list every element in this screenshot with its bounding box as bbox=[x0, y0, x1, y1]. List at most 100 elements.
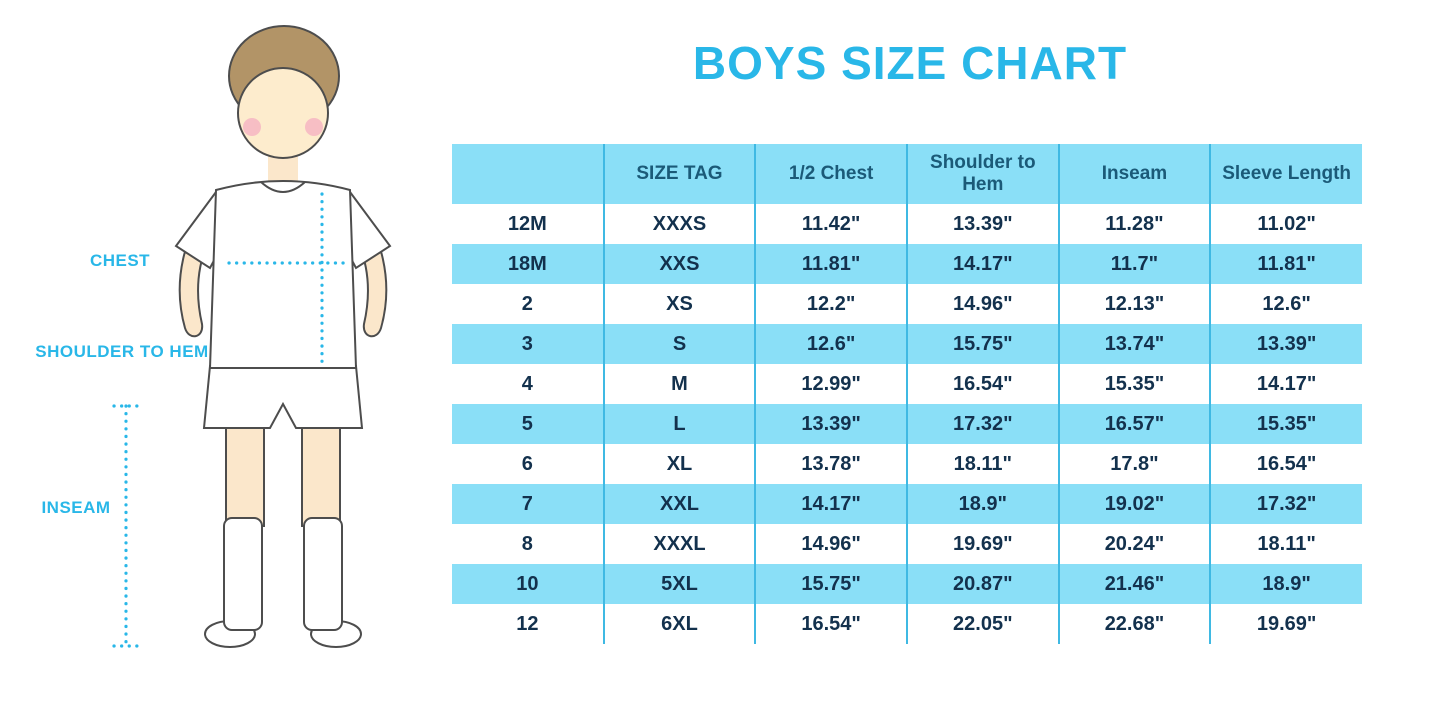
table-row: 12M XXXS 11.42" 13.39" 11.28" 11.02" bbox=[452, 204, 1362, 244]
cell-inseam: 15.35" bbox=[1057, 364, 1211, 404]
cell-shoulder-to-hem: 16.54" bbox=[905, 364, 1059, 404]
size-chart-table: SIZE TAG 1/2 Chest Shoulder to Hem Insea… bbox=[452, 144, 1362, 644]
face bbox=[237, 67, 329, 159]
col-header-inseam: Inseam bbox=[1057, 144, 1211, 204]
cell-sleeve-length: 11.81" bbox=[1209, 244, 1362, 284]
t-shirt bbox=[174, 180, 392, 369]
shorts bbox=[202, 365, 364, 429]
table-row: 4 M 12.99" 16.54" 15.35" 14.17" bbox=[452, 364, 1362, 404]
table-row: 10 5XL 15.75" 20.87" 21.46" 18.9" bbox=[452, 564, 1362, 604]
cell-inseam: 17.8" bbox=[1057, 444, 1211, 484]
cell-shoulder-to-hem: 13.39" bbox=[905, 204, 1059, 244]
table-row: 8 XXXL 14.96" 19.69" 20.24" 18.11" bbox=[452, 524, 1362, 564]
cell-half-chest: 14.96" bbox=[754, 524, 907, 564]
cell-shoulder-to-hem: 18.9" bbox=[905, 484, 1059, 524]
cell-size-tag: XXXL bbox=[602, 524, 756, 564]
cell-size-tag: XXS bbox=[602, 244, 756, 284]
cell-shoulder-to-hem: 15.75" bbox=[905, 324, 1059, 364]
col-header-size-tag: SIZE TAG bbox=[602, 144, 756, 204]
inseam-measure-line bbox=[112, 404, 140, 648]
cell-sleeve-length: 12.6" bbox=[1209, 284, 1362, 324]
cheeks bbox=[243, 118, 323, 136]
cell-sleeve-length: 16.54" bbox=[1209, 444, 1362, 484]
cell-shoulder-to-hem: 14.17" bbox=[905, 244, 1059, 284]
cell-inseam: 12.13" bbox=[1057, 284, 1211, 324]
cell-size: 12 bbox=[452, 604, 604, 644]
cell-shoulder-to-hem: 20.87" bbox=[905, 564, 1059, 604]
cell-size-tag: 6XL bbox=[602, 604, 756, 644]
measurement-lines bbox=[112, 192, 350, 648]
cell-inseam: 11.7" bbox=[1057, 244, 1211, 284]
cell-size-tag: XXXS bbox=[602, 204, 756, 244]
cell-sleeve-length: 14.17" bbox=[1209, 364, 1362, 404]
cell-sleeve-length: 13.39" bbox=[1209, 324, 1362, 364]
cell-half-chest: 13.39" bbox=[754, 404, 907, 444]
cell-size-tag: XL bbox=[602, 444, 756, 484]
cell-size: 3 bbox=[452, 324, 604, 364]
cell-size: 10 bbox=[452, 564, 604, 604]
cell-sleeve-length: 15.35" bbox=[1209, 404, 1362, 444]
cell-inseam: 22.68" bbox=[1057, 604, 1211, 644]
cell-size: 4 bbox=[452, 364, 604, 404]
table-row: 5 L 13.39" 17.32" 16.57" 15.35" bbox=[452, 404, 1362, 444]
cell-half-chest: 14.17" bbox=[754, 484, 907, 524]
cell-half-chest: 11.81" bbox=[754, 244, 907, 284]
table-row: 2 XS 12.2" 14.96" 12.13" 12.6" bbox=[452, 284, 1362, 324]
table-row: 12 6XL 16.54" 22.05" 22.68" 19.69" bbox=[452, 604, 1362, 644]
inseam-label: INSEAM bbox=[41, 498, 111, 517]
cell-inseam: 16.57" bbox=[1057, 404, 1211, 444]
cell-inseam: 19.02" bbox=[1057, 484, 1211, 524]
shoulder-to-hem-label: SHOULDER TO HEM bbox=[35, 342, 209, 361]
chest-label: CHEST bbox=[89, 251, 151, 270]
legs bbox=[225, 417, 341, 527]
cell-inseam: 13.74" bbox=[1057, 324, 1211, 364]
cell-sleeve-length: 17.32" bbox=[1209, 484, 1362, 524]
cell-sleeve-length: 18.9" bbox=[1209, 564, 1362, 604]
table-row: 6 XL 13.78" 18.11" 17.8" 16.54" bbox=[452, 444, 1362, 484]
col-header-shoulder-to-hem: Shoulder to Hem bbox=[905, 144, 1059, 204]
cell-size-tag: 5XL bbox=[602, 564, 756, 604]
cell-size: 18M bbox=[452, 244, 604, 284]
boy-illustration bbox=[112, 25, 392, 648]
page-title: BOYS SIZE CHART bbox=[692, 37, 1128, 89]
cell-sleeve-length: 11.02" bbox=[1209, 204, 1362, 244]
cell-size-tag: XS bbox=[602, 284, 756, 324]
cell-inseam: 21.46" bbox=[1057, 564, 1211, 604]
cell-size: 12M bbox=[452, 204, 604, 244]
cell-half-chest: 16.54" bbox=[754, 604, 907, 644]
cell-half-chest: 12.99" bbox=[754, 364, 907, 404]
cell-size: 2 bbox=[452, 284, 604, 324]
cell-inseam: 20.24" bbox=[1057, 524, 1211, 564]
table-row: 7 XXL 14.17" 18.9" 19.02" 17.32" bbox=[452, 484, 1362, 524]
cell-half-chest: 15.75" bbox=[754, 564, 907, 604]
boy-figure bbox=[174, 25, 392, 648]
table-header-row: SIZE TAG 1/2 Chest Shoulder to Hem Insea… bbox=[452, 144, 1362, 204]
cell-size-tag: S bbox=[602, 324, 756, 364]
table-row: 18M XXS 11.81" 14.17" 11.7" 11.81" bbox=[452, 244, 1362, 284]
table-row: 3 S 12.6" 15.75" 13.74" 13.39" bbox=[452, 324, 1362, 364]
cell-size: 6 bbox=[452, 444, 604, 484]
cell-sleeve-length: 19.69" bbox=[1209, 604, 1362, 644]
cell-size-tag: XXL bbox=[602, 484, 756, 524]
cell-half-chest: 13.78" bbox=[754, 444, 907, 484]
cell-shoulder-to-hem: 14.96" bbox=[905, 284, 1059, 324]
cell-half-chest: 12.2" bbox=[754, 284, 907, 324]
cell-shoulder-to-hem: 19.69" bbox=[905, 524, 1059, 564]
cell-size: 8 bbox=[452, 524, 604, 564]
col-header-sleeve-length: Sleeve Length bbox=[1209, 144, 1362, 204]
size-table-body: 12M XXXS 11.42" 13.39" 11.28" 11.02" 18M… bbox=[452, 204, 1362, 644]
col-header-size bbox=[452, 144, 604, 204]
cell-size: 5 bbox=[452, 404, 604, 444]
cell-size-tag: M bbox=[602, 364, 756, 404]
cell-shoulder-to-hem: 18.11" bbox=[905, 444, 1059, 484]
cell-size-tag: L bbox=[602, 404, 756, 444]
socks bbox=[204, 517, 362, 648]
cell-size: 7 bbox=[452, 484, 604, 524]
col-header-half-chest: 1/2 Chest bbox=[754, 144, 907, 204]
cell-sleeve-length: 18.11" bbox=[1209, 524, 1362, 564]
cell-shoulder-to-hem: 17.32" bbox=[905, 404, 1059, 444]
cell-shoulder-to-hem: 22.05" bbox=[905, 604, 1059, 644]
cell-half-chest: 11.42" bbox=[754, 204, 907, 244]
cell-half-chest: 12.6" bbox=[754, 324, 907, 364]
